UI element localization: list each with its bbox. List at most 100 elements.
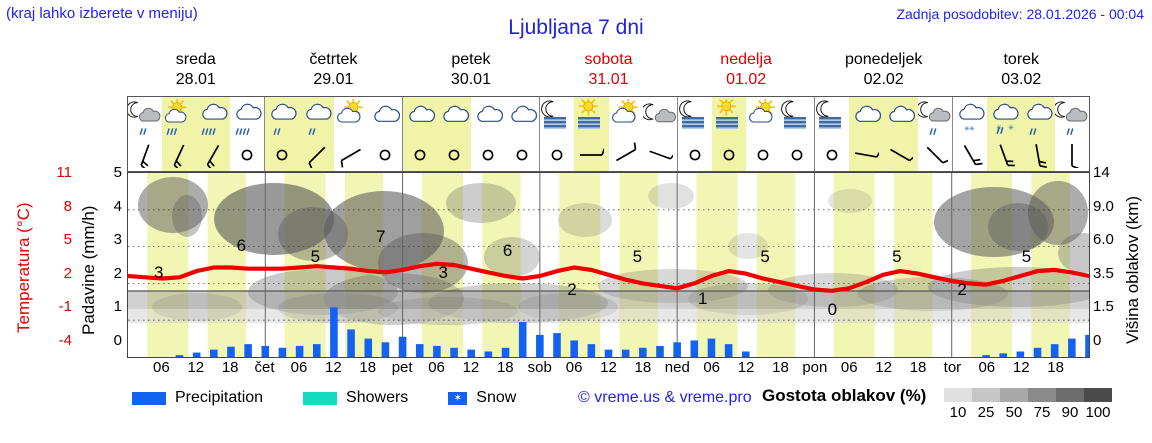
temp-ticks-4: -1	[58, 298, 72, 316]
cloud-rain-icon	[264, 97, 300, 138]
temperature-label-1: 6	[236, 235, 247, 255]
svg-text:✳: ✳	[996, 124, 1002, 132]
cloud-icon	[883, 97, 918, 138]
x-axis-labels: 06 12 18 čet 06 12 18 pet 06 12 18 sob 06 12 18 ned 06 12…	[127, 359, 1090, 381]
cloud-rain-icon	[299, 97, 334, 138]
x-tick-24: 06	[978, 359, 996, 376]
moon-cloud-rain-icon	[128, 97, 162, 138]
day-date: 02.02	[863, 71, 904, 88]
cloud-icon	[471, 97, 505, 138]
wind-barb-17	[711, 138, 746, 171]
cloud-icon	[401, 97, 437, 138]
precip-ticks-1: 4	[113, 197, 122, 215]
legend-label-snow: Snow	[476, 389, 517, 406]
moon-cloud-rain-icon	[1055, 97, 1089, 138]
sun-cloud-icon	[746, 97, 780, 138]
cloud-height-axis-title: Višina oblakov (km)	[1123, 195, 1142, 345]
x-tick-6: 18	[359, 359, 377, 376]
x-tick-9: 12	[462, 359, 480, 376]
temperature-label-0: 3	[154, 263, 164, 283]
cloud-density-value-4: 90	[1061, 404, 1079, 421]
cloud-ticks-4: 1.5	[1093, 298, 1114, 316]
x-tick-8: 06	[428, 359, 445, 376]
snow-swatch: ✶	[448, 391, 468, 405]
moon-cloud-icon	[642, 97, 677, 138]
wind-barb-11	[505, 138, 539, 171]
showers-swatch	[303, 391, 338, 405]
precipitation-swatch	[132, 391, 166, 405]
wind-barb-18	[746, 138, 780, 171]
sun-cloud-icon	[334, 97, 368, 138]
cloud-ticks-2: 6.0	[1093, 231, 1114, 249]
x-tick-2: 18	[221, 359, 239, 376]
cloud-density-scale	[944, 388, 1112, 402]
meteogram-plot: 3 6 5 7 3 6 2 5 1 5 0 5 2 5	[127, 172, 1090, 358]
temperature-label-3: 7	[376, 226, 386, 246]
wind-barb-8	[401, 138, 437, 171]
x-tick-5: 12	[325, 359, 342, 376]
moon-cloud-rain-icon	[917, 97, 952, 138]
temperature-axis-title: Temperatura (°C)	[14, 202, 33, 333]
x-tick-3: čet	[254, 359, 275, 376]
temperature-axis-ticks: 11 8 5 2 -1 -4	[40, 163, 72, 363]
cloud-density-title: Gostota oblakov (%)	[762, 386, 927, 405]
day-date: 03.02	[1001, 71, 1042, 88]
chart-legend: Precipitation Showers ✶ Snow	[132, 387, 516, 409]
sun-fog-icon	[574, 97, 609, 138]
temperature-label-8: 1	[697, 289, 708, 309]
x-tick-19: pon	[802, 359, 828, 376]
day-date: 30.01	[450, 71, 491, 88]
temp-ticks-1: 8	[63, 197, 72, 215]
day-name: ponedeljek	[844, 51, 923, 68]
precip-ticks-5: 0	[113, 332, 122, 349]
x-tick-0: 06	[153, 359, 170, 376]
wind-barb-7	[368, 138, 402, 171]
temp-ticks-5: -4	[58, 332, 72, 349]
svg-text:✳: ✳	[1008, 124, 1014, 132]
temp-ticks-3: 2	[63, 264, 72, 282]
x-tick-13: 12	[600, 359, 617, 376]
moon-fog-icon	[539, 97, 574, 138]
x-tick-10: 18	[496, 359, 514, 376]
sun-cloud-icon	[609, 97, 643, 138]
wind-barb-20	[814, 138, 849, 171]
x-tick-4: 06	[290, 359, 308, 376]
sun-fog-icon	[711, 97, 746, 138]
x-tick-14: 18	[634, 359, 652, 376]
temperature-label-6: 2	[567, 279, 577, 299]
copyright-text[interactable]: © vreme.us & vreme.pro	[578, 389, 752, 406]
wind-barb-12	[539, 138, 574, 171]
plot-canvas	[128, 173, 1089, 357]
cloud-icon	[849, 97, 884, 138]
cloud-icon	[505, 97, 539, 138]
cloud-density-value-3: 75	[1033, 404, 1051, 421]
day-name: torek	[1003, 51, 1040, 68]
x-tick-7: pet	[391, 359, 413, 376]
temperature-label-7: 5	[632, 246, 643, 266]
wind-barb-23	[918, 138, 952, 171]
temperature-label-2: 5	[310, 246, 321, 266]
x-tick-18: 18	[772, 359, 789, 376]
cloud-rain-heavy-icon	[230, 97, 264, 138]
day-name: četrtek	[309, 51, 358, 68]
day-header-0: sreda 28.01	[127, 50, 265, 92]
cloud-height-axis-ticks: 14 9.0 6.0 3.5 1.5 0	[1093, 163, 1133, 363]
cloud-density-value-1: 25	[977, 404, 995, 421]
wind-barb-14	[609, 138, 643, 171]
x-tick-17: 12	[737, 359, 755, 376]
day-name: sreda	[175, 51, 216, 68]
wind-barb-13	[574, 138, 609, 171]
day-date: 29.01	[313, 71, 354, 88]
precip-ticks-2: 3	[113, 231, 122, 249]
x-tick-21: 12	[875, 359, 892, 376]
wind-barb-25	[986, 138, 1021, 171]
day-header-6: torek 03.02	[952, 50, 1090, 92]
temp-ticks-2: 5	[63, 231, 72, 249]
weather-icon-row: ✳ ✳ ✳ ✳	[127, 96, 1090, 138]
cloud-ticks-3: 3.5	[1093, 264, 1114, 282]
wind-barb-9	[436, 138, 472, 171]
wind-barb-0	[128, 138, 162, 171]
x-tick-22: 18	[909, 359, 927, 376]
cloud-density-swatch-0	[944, 388, 972, 402]
